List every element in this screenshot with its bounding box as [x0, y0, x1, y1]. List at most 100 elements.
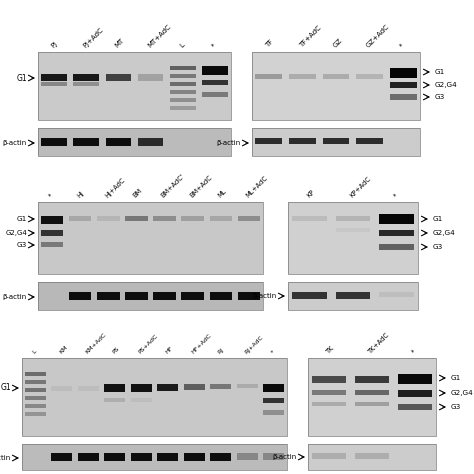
Bar: [288, 202, 418, 274]
Bar: [104, 453, 125, 461]
Text: PS: PS: [111, 346, 120, 355]
Text: G2,G4: G2,G4: [433, 230, 456, 236]
Bar: [263, 398, 284, 403]
Bar: [390, 68, 417, 78]
Bar: [210, 453, 231, 461]
Bar: [131, 398, 152, 402]
Bar: [355, 453, 389, 459]
Bar: [69, 292, 91, 300]
Bar: [379, 292, 414, 297]
Bar: [237, 384, 258, 388]
Bar: [183, 384, 205, 390]
Bar: [237, 292, 260, 300]
Bar: [288, 282, 418, 310]
Bar: [38, 202, 263, 274]
Bar: [252, 128, 420, 156]
Bar: [237, 453, 258, 460]
Bar: [356, 138, 383, 144]
Bar: [170, 98, 196, 102]
Bar: [183, 453, 205, 461]
Text: *: *: [410, 348, 417, 355]
Bar: [41, 230, 64, 236]
Bar: [170, 82, 196, 86]
Text: G3: G3: [17, 242, 27, 248]
Bar: [355, 390, 389, 395]
Bar: [355, 402, 389, 406]
Bar: [252, 52, 420, 120]
Bar: [22, 358, 287, 436]
Bar: [398, 390, 432, 397]
Bar: [263, 410, 284, 415]
Bar: [51, 386, 73, 391]
Text: BM+AdC': BM+AdC': [160, 173, 186, 199]
Text: KM+AdC: KM+AdC: [85, 332, 108, 355]
Bar: [153, 292, 176, 300]
Bar: [263, 453, 284, 460]
Bar: [398, 404, 432, 410]
Bar: [41, 138, 67, 146]
Bar: [131, 384, 152, 392]
Bar: [308, 444, 436, 470]
Text: G1: G1: [433, 216, 443, 222]
Bar: [25, 412, 46, 416]
Text: ML+AdC: ML+AdC: [245, 175, 269, 199]
Bar: [182, 216, 204, 221]
Text: BM: BM: [132, 188, 144, 199]
Bar: [308, 358, 436, 436]
Bar: [308, 444, 436, 470]
Text: *: *: [399, 42, 406, 49]
Bar: [41, 216, 64, 224]
Text: TF+AdC: TF+AdC: [298, 25, 322, 49]
Bar: [73, 74, 99, 81]
Text: HF: HF: [164, 346, 173, 355]
Bar: [312, 402, 346, 406]
Bar: [355, 376, 389, 383]
Bar: [25, 404, 46, 408]
Text: G3: G3: [451, 404, 461, 410]
Text: G3: G3: [433, 244, 443, 250]
Bar: [97, 292, 119, 300]
Text: BM+AdC: BM+AdC: [189, 174, 213, 199]
Text: β-actin: β-actin: [253, 293, 277, 299]
Bar: [106, 138, 131, 146]
Text: PJ+AdC: PJ+AdC: [82, 27, 104, 49]
Bar: [78, 386, 99, 391]
Text: RJ: RJ: [217, 347, 225, 355]
Bar: [202, 92, 228, 97]
Bar: [125, 216, 148, 221]
Text: L: L: [32, 349, 38, 355]
Bar: [255, 138, 282, 144]
Bar: [390, 82, 417, 88]
Bar: [379, 214, 414, 224]
Text: β-actin: β-actin: [3, 140, 27, 146]
Bar: [237, 216, 260, 221]
Bar: [41, 82, 67, 86]
Bar: [336, 292, 370, 299]
Bar: [308, 358, 436, 436]
Text: *: *: [392, 192, 399, 199]
Bar: [73, 138, 99, 146]
Bar: [210, 292, 232, 300]
Text: HF+AdC: HF+AdC: [191, 333, 213, 355]
Text: G1: G1: [17, 216, 27, 222]
Bar: [69, 216, 91, 221]
Bar: [38, 282, 263, 310]
Bar: [255, 74, 282, 79]
Text: β-actin: β-actin: [217, 140, 241, 146]
Text: TK: TK: [325, 345, 335, 355]
Bar: [323, 74, 349, 79]
Bar: [263, 384, 284, 392]
Bar: [312, 390, 346, 395]
Bar: [210, 384, 231, 389]
Bar: [41, 74, 67, 81]
Text: G1: G1: [17, 73, 27, 82]
Bar: [170, 74, 196, 78]
Text: G1: G1: [435, 69, 445, 75]
Bar: [25, 372, 46, 376]
Bar: [41, 242, 64, 247]
Bar: [25, 396, 46, 400]
Text: G2,G4: G2,G4: [5, 230, 27, 236]
Bar: [73, 82, 99, 86]
Bar: [170, 106, 196, 110]
Bar: [170, 66, 196, 70]
